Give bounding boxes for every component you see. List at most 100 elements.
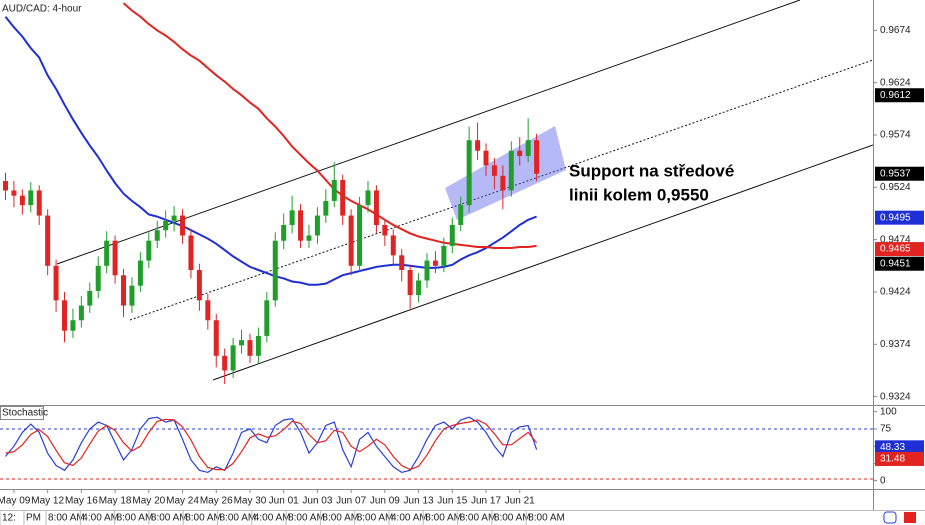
- sync-icon[interactable]: [883, 511, 897, 524]
- time-label: 8:00 AM: [357, 513, 394, 524]
- candle-body: [146, 240, 152, 261]
- time-label: 4:00 AM: [391, 513, 428, 524]
- candle-body: [53, 265, 59, 301]
- x-tick-label: Jun 17: [471, 496, 501, 507]
- candle-body: [255, 335, 261, 356]
- candle-body: [104, 240, 110, 266]
- price-box-label: 0.9612: [880, 90, 911, 101]
- price-box: [875, 166, 924, 181]
- stochastic-plot: [0, 416, 873, 480]
- x-tick-label: Jun 01: [269, 496, 299, 507]
- price-box-label: 0.9495: [880, 212, 911, 223]
- time-label: 8:00 AM: [288, 513, 325, 524]
- candle-body: [508, 150, 514, 191]
- candle-body: [230, 345, 236, 371]
- candle-body: [19, 195, 25, 206]
- line-series: [122, 2, 537, 249]
- y-tick-label: 0.9324: [880, 391, 911, 402]
- candle-body: [416, 280, 422, 296]
- candle-body: [534, 140, 540, 174]
- channel-lower: [212, 144, 873, 381]
- y-tick-label: 0.9574: [880, 130, 911, 141]
- time-label: PM: [26, 513, 41, 524]
- candle-body: [365, 190, 371, 206]
- y-tick-label: 0.9624: [880, 77, 911, 88]
- stochastic-title: Stochastic: [2, 408, 48, 419]
- line-series: [4, 16, 537, 286]
- candle-body: [331, 180, 337, 201]
- time-label: 12:: [2, 513, 16, 524]
- x-tick-label: May 20: [132, 496, 165, 507]
- candle-body: [95, 265, 101, 291]
- candle-body: [171, 215, 177, 221]
- candle-body: [458, 205, 464, 225]
- price-plot: [3, 0, 873, 385]
- title-box: [0, 2, 78, 16]
- candle-body: [264, 300, 270, 336]
- candle-body: [373, 190, 379, 225]
- candle-body: [196, 270, 202, 301]
- candle-body: [205, 300, 211, 321]
- candle-body: [78, 305, 84, 321]
- candle-body: [357, 205, 363, 266]
- x-tick-label: May 16: [65, 496, 98, 507]
- candle-body: [407, 270, 413, 296]
- y-tick-label: 0.9424: [880, 287, 911, 298]
- candle-body: [424, 260, 430, 281]
- x-tick-label: May 12: [31, 496, 64, 507]
- price-box-label: 31.48: [880, 454, 905, 465]
- candle-body: [28, 190, 34, 206]
- x-tick-label: May 24: [166, 496, 199, 507]
- title-box: [0, 406, 44, 420]
- candle-body: [525, 140, 531, 156]
- candle-body: [154, 230, 160, 241]
- candle-body: [121, 275, 127, 306]
- candle-body: [281, 225, 287, 241]
- x-tick-label: Jun 15: [437, 496, 467, 507]
- candle-body: [348, 215, 354, 266]
- candle-body: [272, 240, 278, 301]
- price-box: [875, 440, 924, 455]
- close-icon[interactable]: [904, 512, 916, 523]
- time-label: 8:00 AM: [48, 513, 85, 524]
- candle-body: [441, 245, 447, 266]
- price-box: [875, 256, 924, 271]
- candle-body: [239, 340, 245, 346]
- candle-body: [483, 150, 489, 166]
- y-tick-label: 0.9524: [880, 182, 911, 193]
- time-label: 8:00 AM: [117, 513, 154, 524]
- time-label: 8:00 AM: [528, 513, 565, 524]
- x-tick-label: Jun 21: [505, 496, 535, 507]
- price-box: [875, 242, 924, 257]
- price-box-label: 0.9465: [880, 244, 911, 255]
- candle-body: [137, 260, 143, 286]
- time-label: 8:00 AM: [460, 513, 497, 524]
- candle-body: [289, 210, 295, 225]
- candle-body: [323, 200, 329, 216]
- time-label: 8:00 AM: [185, 513, 222, 524]
- candle-body: [129, 285, 135, 306]
- line-series: [5, 416, 538, 474]
- candle-body: [87, 290, 93, 306]
- time-label: 8:00 AM: [322, 513, 359, 524]
- candle-body: [449, 225, 455, 246]
- y-tick-label: 0.9474: [880, 234, 911, 245]
- time-label: 8:00 AM: [151, 513, 188, 524]
- line-series: [5, 418, 538, 471]
- candle-body: [213, 320, 219, 356]
- x-tick-label: Jun 13: [404, 496, 434, 507]
- candle-body: [11, 190, 17, 196]
- annotation: linii kolem 0,9550: [569, 185, 709, 204]
- price-box: [875, 210, 924, 225]
- y-tick-label: 0.9374: [880, 339, 911, 350]
- candle-body: [222, 355, 228, 371]
- candle-body: [112, 240, 118, 276]
- price-box-label: 0.9451: [880, 258, 911, 269]
- price-box-label: 48.33: [880, 442, 905, 453]
- candle-body: [390, 235, 396, 256]
- x-tick-label: May 26: [200, 496, 233, 507]
- time-label: 4:00 AM: [82, 513, 119, 524]
